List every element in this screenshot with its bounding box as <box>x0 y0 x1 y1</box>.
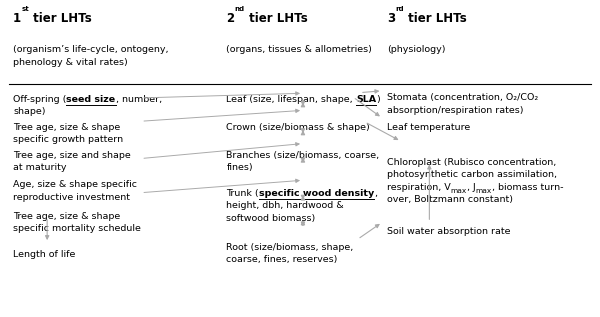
Text: coarse, fines, reserves): coarse, fines, reserves) <box>227 256 338 264</box>
Text: Tree age, size & shape: Tree age, size & shape <box>13 212 121 221</box>
Text: 2: 2 <box>227 12 235 25</box>
Text: Stomata (concentration, O₂/CO₂: Stomata (concentration, O₂/CO₂ <box>387 93 538 102</box>
Text: tier LHTs: tier LHTs <box>29 12 92 25</box>
Text: respiration, V: respiration, V <box>387 183 451 192</box>
Text: fines): fines) <box>227 163 253 172</box>
Text: (organs, tissues & allometries): (organs, tissues & allometries) <box>227 45 373 54</box>
Text: specific wood density: specific wood density <box>259 189 374 198</box>
Text: photosynthetic carbon assimilation,: photosynthetic carbon assimilation, <box>387 170 557 179</box>
Text: shape): shape) <box>13 107 46 116</box>
Text: ,: , <box>374 189 377 198</box>
Text: tier LHTs: tier LHTs <box>404 12 467 25</box>
Text: (organism’s life-cycle, ontogeny,: (organism’s life-cycle, ontogeny, <box>13 45 169 54</box>
Text: , J: , J <box>467 183 476 192</box>
Text: 1: 1 <box>13 12 21 25</box>
Text: Branches (size/biomass, coarse,: Branches (size/biomass, coarse, <box>227 151 380 160</box>
Text: Crown (size/biomass & shape): Crown (size/biomass & shape) <box>227 123 370 132</box>
Text: Off-spring (: Off-spring ( <box>13 95 67 104</box>
Text: at maturity: at maturity <box>13 163 67 172</box>
Text: max: max <box>476 188 492 194</box>
Text: softwood biomass): softwood biomass) <box>227 214 316 223</box>
Text: height, dbh, hardwood &: height, dbh, hardwood & <box>227 201 344 210</box>
Text: rd: rd <box>395 6 404 12</box>
Text: (physiology): (physiology) <box>387 45 446 54</box>
Text: Length of life: Length of life <box>13 250 76 259</box>
Text: specific mortality schedule: specific mortality schedule <box>13 224 141 233</box>
Text: Leaf (size, lifespan, shape,: Leaf (size, lifespan, shape, <box>227 95 356 104</box>
Text: st: st <box>21 6 29 12</box>
Text: , number,: , number, <box>116 95 161 104</box>
Text: seed size: seed size <box>67 95 116 104</box>
Text: Tree age, size and shape: Tree age, size and shape <box>13 151 131 160</box>
Text: Root (size/biomass, shape,: Root (size/biomass, shape, <box>227 243 354 252</box>
Text: , biomass turn-: , biomass turn- <box>492 183 563 192</box>
Text: phenology & vital rates): phenology & vital rates) <box>13 58 128 68</box>
Text: Age, size & shape specific: Age, size & shape specific <box>13 180 137 189</box>
Text: Tree age, size & shape: Tree age, size & shape <box>13 123 121 132</box>
Text: over, Boltzmann constant): over, Boltzmann constant) <box>387 195 513 204</box>
Text: nd: nd <box>235 6 245 12</box>
Text: Chloroplast (Rubisco concentration,: Chloroplast (Rubisco concentration, <box>387 158 556 167</box>
Text: reproductive investment: reproductive investment <box>13 193 130 202</box>
Text: ): ) <box>376 95 380 104</box>
Text: tier LHTs: tier LHTs <box>245 12 308 25</box>
Text: Soil water absorption rate: Soil water absorption rate <box>387 227 511 236</box>
Text: 3: 3 <box>387 12 395 25</box>
Text: Trunk (: Trunk ( <box>227 189 259 198</box>
Text: SLA: SLA <box>356 95 376 104</box>
Text: absorption/respiration rates): absorption/respiration rates) <box>387 106 524 115</box>
Text: Leaf temperature: Leaf temperature <box>387 123 470 133</box>
Text: max: max <box>451 188 467 194</box>
Text: specific growth pattern: specific growth pattern <box>13 135 123 144</box>
